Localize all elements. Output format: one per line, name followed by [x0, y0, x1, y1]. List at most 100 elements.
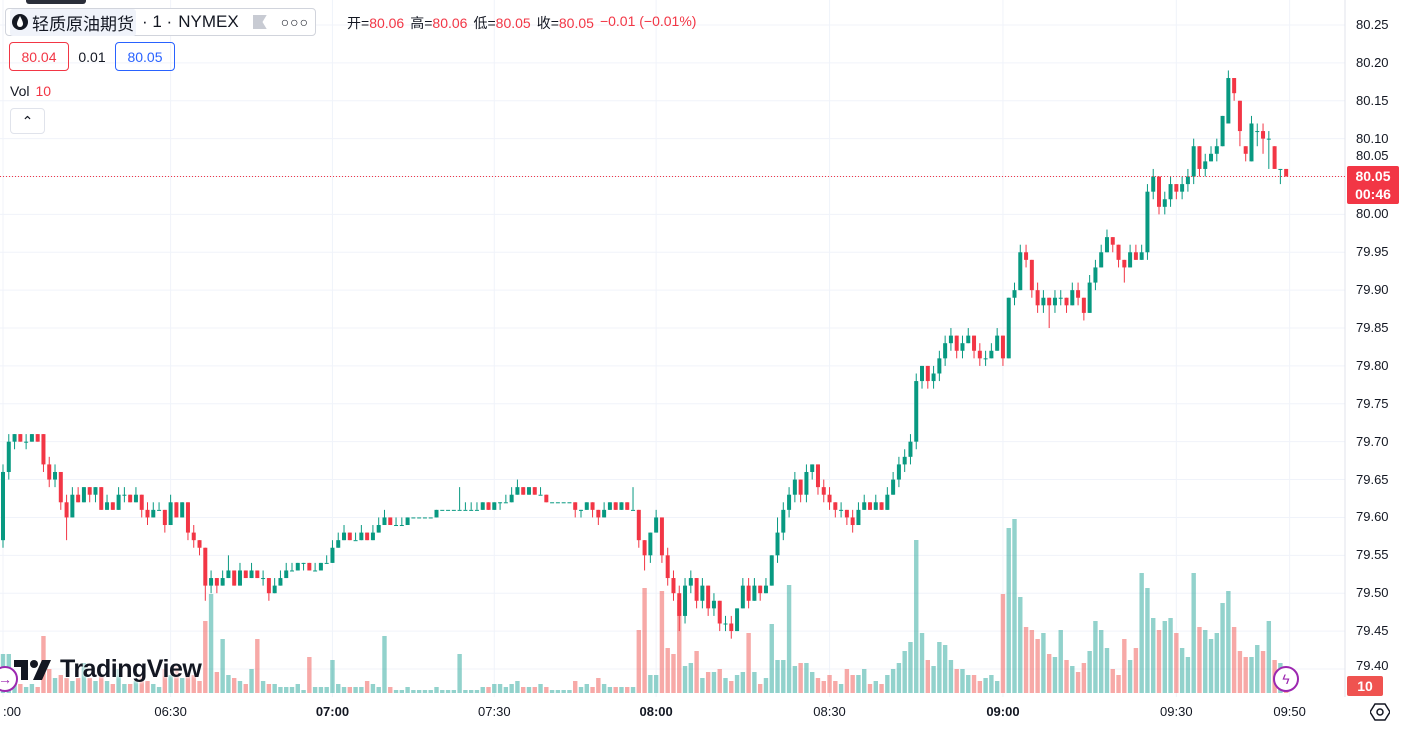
scroll-to-start-icon[interactable]: → [0, 666, 18, 692]
candle [648, 532, 653, 563]
candle-body [561, 502, 566, 504]
candle [399, 517, 404, 527]
sell-button[interactable]: 80.04 [9, 42, 69, 71]
spread: 0.01 [78, 48, 106, 65]
candle-body [1284, 168, 1289, 177]
candle-body [12, 434, 17, 442]
candle-body [1076, 290, 1081, 298]
collapse-legend-button[interactable]: ⌃ [10, 108, 45, 134]
volume-bar [18, 684, 23, 693]
volume-bar [850, 675, 855, 693]
volume-bar [382, 636, 387, 693]
candle-body [873, 502, 878, 510]
candle-body [1122, 259, 1127, 268]
candle-body [590, 502, 595, 510]
candle [128, 494, 133, 503]
settings-icon[interactable] [1370, 702, 1390, 722]
candle-body [457, 509, 462, 511]
candle-body [290, 570, 294, 572]
candle-body [1203, 161, 1208, 169]
candle-body [434, 509, 439, 518]
candle [162, 509, 167, 533]
candle-body [706, 585, 711, 609]
candle [342, 525, 347, 541]
volume-bar [434, 687, 439, 693]
candle-body [394, 525, 399, 527]
volume-bar [515, 681, 520, 693]
candle [1197, 146, 1202, 177]
price-tick: 79.50 [1356, 585, 1389, 601]
candle [596, 509, 601, 526]
volume-bar [1018, 597, 1023, 693]
candle-body [266, 578, 271, 594]
volume-bar [457, 654, 462, 693]
bar-countdown: 00:46 [1355, 186, 1391, 202]
volume-bar [509, 684, 514, 693]
candle-body [509, 494, 514, 503]
candle [24, 434, 29, 450]
symbol-legend[interactable]: 轻质原油期货 · 1 · NYMEX ○○○ [5, 8, 317, 36]
candle [607, 502, 612, 510]
candle-body [278, 578, 283, 586]
flag-icon[interactable] [252, 15, 267, 29]
candle-body [168, 502, 173, 526]
candle-body [977, 350, 982, 359]
candle [659, 517, 664, 563]
candle-body [29, 434, 34, 442]
chevron-up-icon: ⌃ [21, 112, 34, 129]
volume-bar [1203, 630, 1208, 693]
volume-bar [954, 669, 959, 693]
candle [1266, 131, 1271, 169]
volume-bar [1058, 630, 1063, 693]
candle-body [625, 502, 630, 510]
candle [474, 502, 479, 511]
candle-body [307, 562, 312, 571]
more-icon[interactable]: ○○○ [280, 14, 310, 30]
candle-body [827, 494, 832, 503]
candle-body [613, 502, 618, 510]
interval: · 1 · [142, 12, 173, 31]
volume-bar [179, 678, 185, 693]
candle-body [237, 570, 242, 586]
candle [486, 502, 491, 510]
candle-body [99, 487, 104, 510]
candle [1139, 244, 1144, 260]
volume-bar [162, 669, 168, 693]
candle-body [220, 578, 225, 586]
symbol-name[interactable]: 轻质原油期货 [10, 8, 136, 36]
candle-body [1255, 131, 1260, 133]
volume-bar [544, 687, 549, 693]
candle-body [619, 502, 624, 510]
candle-body [301, 562, 306, 564]
volume-bar [827, 675, 832, 693]
candle [550, 502, 555, 504]
candle-body [596, 509, 601, 518]
candle [463, 502, 468, 511]
candle-body [1197, 146, 1202, 169]
volume-bar [1127, 660, 1133, 693]
lightning-icon[interactable]: ϟ [1273, 666, 1299, 692]
candle [1180, 176, 1185, 200]
candle [1, 464, 5, 548]
low-value: 80.05 [495, 15, 531, 31]
volume-bar [578, 687, 584, 693]
candle [116, 487, 121, 510]
candle [191, 525, 196, 548]
volume-bar [23, 687, 29, 693]
volume-bar [931, 666, 936, 693]
volume-bar [405, 687, 410, 693]
candle [185, 502, 190, 541]
candle [706, 585, 711, 616]
buy-button[interactable]: 80.05 [115, 42, 175, 71]
volume-bar [653, 675, 659, 693]
volume-bar [607, 687, 613, 693]
candle [555, 502, 560, 504]
volume-bar [763, 678, 769, 693]
price-tick: 79.80 [1356, 357, 1389, 373]
volume-bar [87, 678, 92, 693]
candle [1024, 244, 1029, 268]
candle [787, 487, 792, 518]
candle [266, 578, 271, 601]
tradingview-logo[interactable]: TradingView [14, 655, 202, 684]
